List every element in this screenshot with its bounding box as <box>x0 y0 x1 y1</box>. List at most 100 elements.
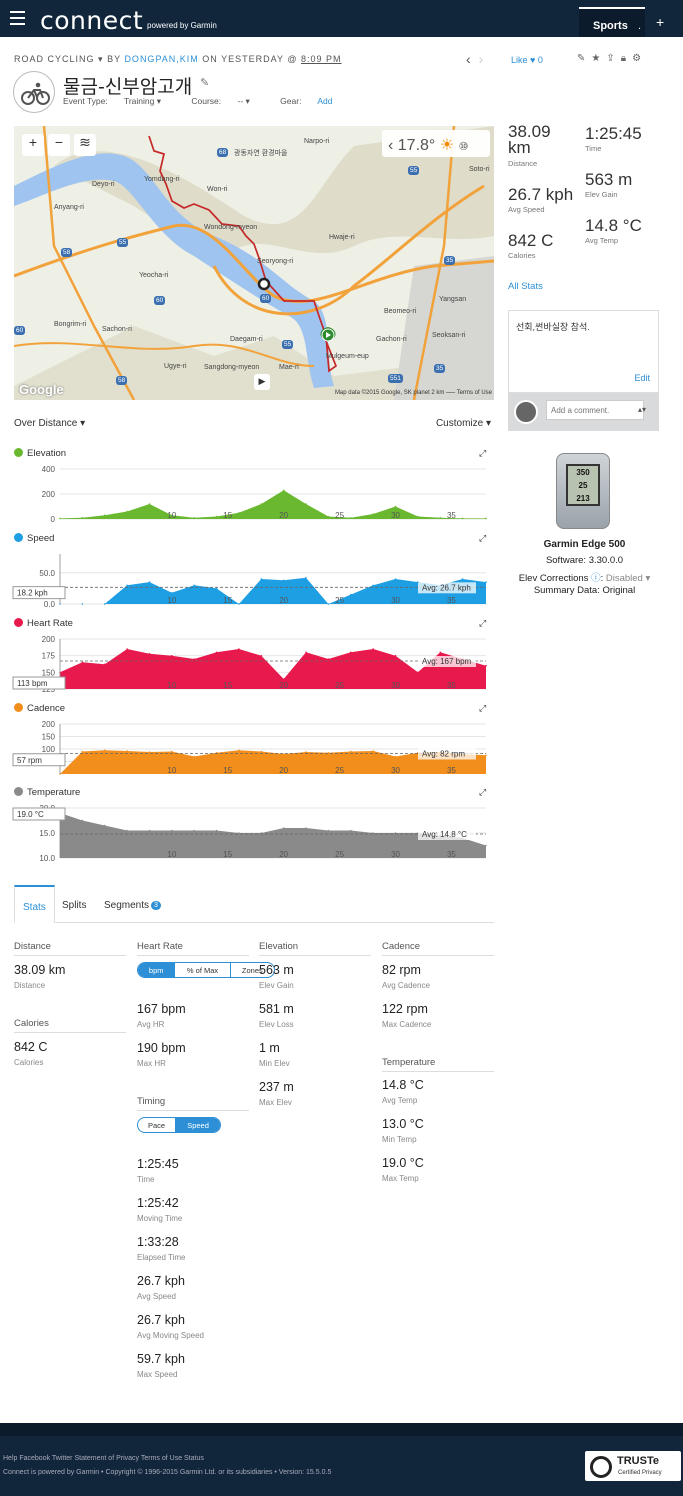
chart-svg: 50.0 0.0 10 15 20 25 30 35 Avg: 26.7 kph 18.2 kph <box>12 554 487 609</box>
map-place-label: Daegam-ri <box>230 336 263 343</box>
chart-data-point <box>372 513 375 515</box>
activity-time: 8:09 PM <box>300 54 342 64</box>
expand-chart-icon[interactable]: ⤢ <box>479 703 487 713</box>
device-screen-line: 213 <box>576 494 590 503</box>
event-type-value[interactable]: Training ▾ <box>123 96 161 106</box>
tab-stats[interactable]: Stats <box>14 885 55 923</box>
summary-label: Calories <box>508 251 536 260</box>
comment-input[interactable] <box>546 400 644 420</box>
help-icon[interactable]: ⓘ <box>591 573 601 584</box>
heart-icon: ♥ <box>530 55 536 65</box>
share-icon[interactable]: ⇪ <box>606 53 621 64</box>
summary-value: 26.7 kph <box>508 185 574 204</box>
privacy-lock-icon[interactable]: 🔒︎ <box>620 53 633 64</box>
chart-data-point <box>485 517 487 520</box>
chart-current-value: 113 bpm <box>17 679 48 688</box>
chart-title-label: Elevation <box>27 448 67 459</box>
chart-title: Speed <box>14 533 54 544</box>
stat-label: Max Speed <box>137 1370 178 1379</box>
heart-rate-header: Heart Rate <box>137 941 249 956</box>
favorite-star-icon[interactable]: ★ <box>591 53 607 64</box>
edit-title-pencil-icon[interactable]: ✎ <box>200 77 210 89</box>
chart-data-point <box>372 832 375 834</box>
chart-legend-dot <box>14 618 23 627</box>
expand-chart-icon[interactable]: ⤢ <box>479 618 487 628</box>
chart-legend-dot <box>14 533 23 542</box>
like-button[interactable]: Like ♥ 0 <box>511 55 543 65</box>
expand-chart-icon[interactable]: ⤢ <box>479 533 487 543</box>
chart-current-value: 19.0 °C <box>17 810 44 819</box>
tab-segments[interactable]: Segments 3 <box>104 885 161 923</box>
map-credit[interactable]: Map data ©2015 Google, SK planet 2 km ⎯⎯… <box>334 390 492 396</box>
map-place-label: Mulgeum-eup <box>326 353 369 360</box>
zoom-out-button[interactable]: − <box>48 134 70 156</box>
elev-corrections-dropdown[interactable]: Disabled ▾ <box>605 573 651 584</box>
map-layers-icon[interactable]: ≋ <box>74 134 96 156</box>
toggle-bpm[interactable]: bpm <box>138 963 176 977</box>
activity-type[interactable]: ROAD CYCLING <box>14 54 95 64</box>
toggle-percent-max[interactable]: % of Max <box>175 963 231 977</box>
comment-bar: ▴▾ <box>508 393 659 431</box>
weather-chevron-icon[interactable]: ‹ <box>388 137 394 154</box>
cycling-activity-icon <box>13 71 55 113</box>
map-place-label: Anyang-ri <box>54 204 84 211</box>
play-route-button[interactable]: ▶ <box>254 374 270 390</box>
chart-data-point <box>171 654 173 657</box>
hamburger-menu-icon[interactable] <box>10 11 25 25</box>
chart-area-series[interactable] <box>60 577 486 604</box>
settings-gear-icon[interactable]: ⚙ <box>632 53 648 64</box>
previous-activity-arrow-icon[interactable]: ‹ <box>466 51 471 67</box>
edit-pencil-icon[interactable]: ✎ <box>577 53 592 64</box>
add-tab-button[interactable]: + <box>656 14 665 30</box>
footer-links[interactable]: Help Facebook Twitter Statement of Priva… <box>3 1455 204 1462</box>
pace-speed-toggle[interactable]: Pace Speed <box>137 1117 221 1133</box>
connect-logo[interactable]: connect <box>40 6 144 35</box>
stat-label: Elev Gain <box>259 981 294 990</box>
chart-data-point <box>260 832 263 834</box>
comment-scroll-arrows-icon[interactable]: ▴▾ <box>638 405 647 414</box>
course-value[interactable]: -- ▾ <box>237 96 250 106</box>
course[interactable]: Course: -- ▾ <box>191 96 263 106</box>
chart-data-point <box>148 829 151 832</box>
on-label: ON YESTERDAY @ <box>202 54 298 64</box>
expand-chart-icon[interactable]: ⤢ <box>479 787 487 797</box>
toggle-pace[interactable]: Pace <box>138 1118 177 1132</box>
author-link[interactable]: DONGPAN,KIM <box>124 54 199 64</box>
chart-current-value-box <box>12 676 66 690</box>
x-tick-label: 30 <box>391 681 400 690</box>
over-distance-dropdown[interactable]: Over Distance ▾ <box>14 418 86 429</box>
all-stats-link[interactable]: All Stats <box>508 281 543 292</box>
road-shield: 60 <box>260 294 272 303</box>
chart-data-point <box>305 503 307 505</box>
x-tick-label: 20 <box>279 766 288 775</box>
stat-label: Min Temp <box>382 1135 417 1144</box>
toggle-zones[interactable]: Zones <box>241 966 263 975</box>
gear-label: Gear: <box>280 96 302 106</box>
customize-dropdown[interactable]: Customize ▾ <box>435 418 491 429</box>
chart-data-point <box>394 505 397 508</box>
expand-chart-icon[interactable]: ⤢ <box>479 448 487 458</box>
next-activity-arrow-icon[interactable]: › <box>478 51 484 67</box>
sports-tab[interactable]: Sports. <box>579 7 645 37</box>
chart-area-series[interactable] <box>60 490 486 519</box>
summary-label: Time <box>585 144 602 153</box>
chart-average-bg <box>418 748 476 760</box>
truste-sub: Certified Privacy <box>618 1470 662 1476</box>
activity-map[interactable]: + − ≋ ‹ 17.8° ☀ ⑩ ▶ Google Map data ©201… <box>14 126 494 400</box>
chart-area-series[interactable] <box>60 649 486 689</box>
device-screen-line: 350 <box>576 468 590 477</box>
toggle-speed[interactable]: Speed <box>176 1118 220 1132</box>
cadence-header: Cadence <box>382 941 494 956</box>
heart-rate-unit-toggle[interactable]: bpm % of Max Zones <box>137 962 275 978</box>
event-type[interactable]: Event Type: Training ▾ <box>63 96 175 106</box>
zoom-in-button[interactable]: + <box>22 134 44 156</box>
add-gear-link[interactable]: Add <box>317 96 333 106</box>
activity-type-dropdown-icon[interactable]: ▾ <box>98 54 104 64</box>
chart-area-series[interactable] <box>60 813 486 858</box>
notes-edit-link[interactable]: Edit <box>634 373 650 383</box>
truste-badge[interactable]: TRUSTe Certified Privacy <box>585 1451 681 1481</box>
chart-data-point <box>439 651 442 654</box>
chart-area-series[interactable] <box>60 750 486 774</box>
tab-splits[interactable]: Splits <box>62 900 87 911</box>
